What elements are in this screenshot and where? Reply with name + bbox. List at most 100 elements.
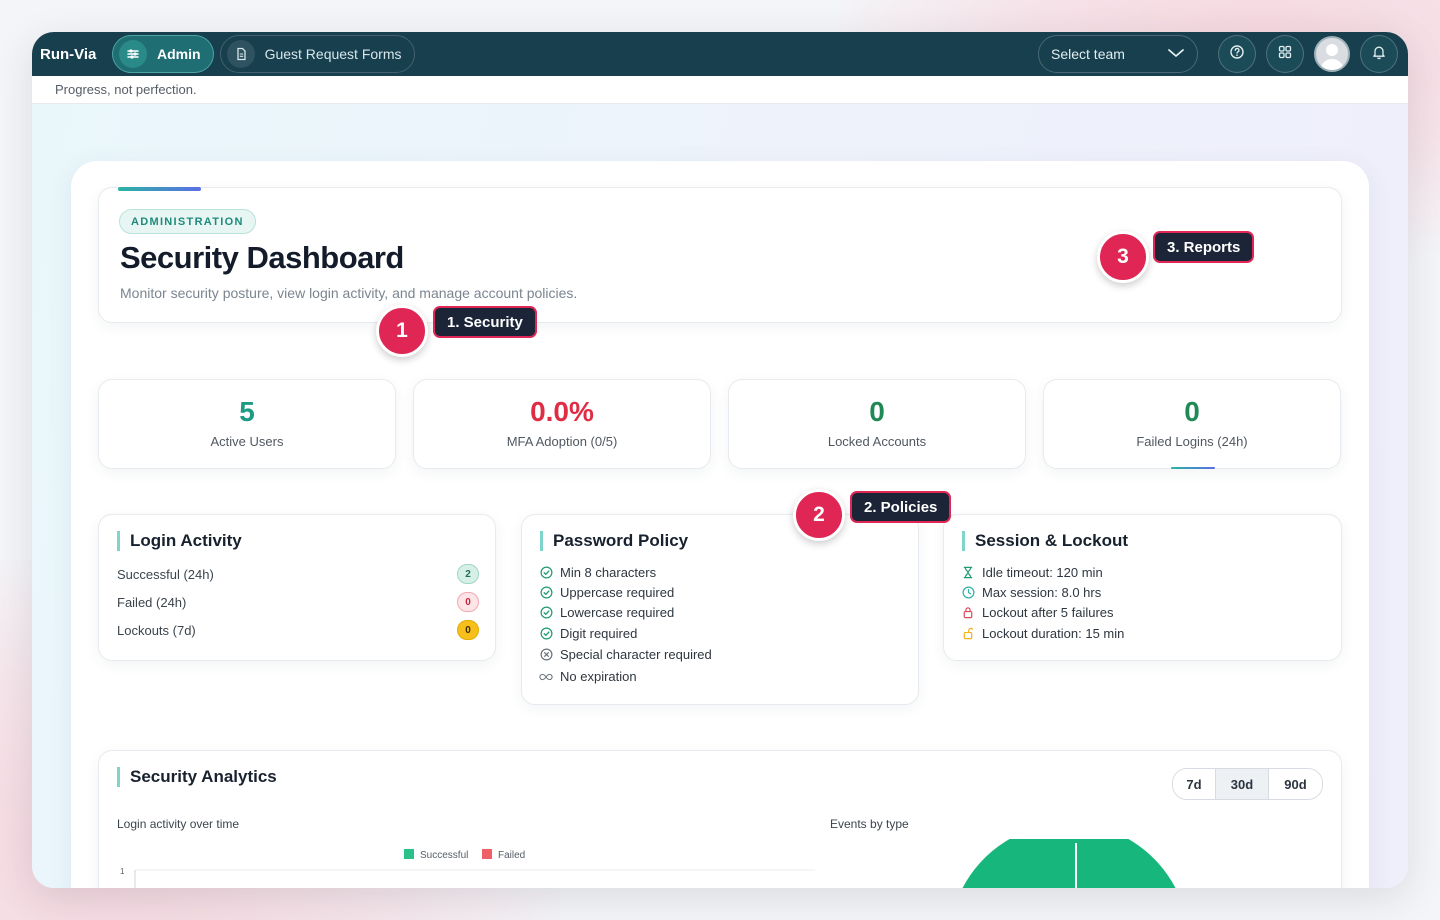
nav-item-label: Admin [157, 46, 201, 62]
stat-card-locked-accounts[interactable]: 0 Locked Accounts [728, 379, 1026, 469]
lock-icon [961, 606, 975, 620]
nav-item-label: Guest Request Forms [264, 46, 402, 62]
login-activity-card: Login Activity Successful (24h) 2 Failed… [98, 514, 496, 661]
bell-icon [1371, 44, 1387, 65]
chart-legend: Successful Failed [404, 849, 525, 861]
session-item-label: Idle timeout: 120 min [982, 565, 1103, 580]
card-title: Session & Lockout [962, 531, 1128, 551]
session-item: Idle timeout: 120 min [961, 565, 1103, 580]
apps-button[interactable] [1266, 35, 1304, 73]
stat-label: Failed Logins (24h) [1136, 434, 1248, 449]
session-item: Max session: 8.0 hrs [961, 585, 1101, 600]
policy-item: Uppercase required [539, 585, 674, 600]
legend-label-successful: Successful [420, 850, 468, 861]
row-label: Failed (24h) [117, 594, 187, 610]
policy-item-label: Special character required [560, 647, 712, 662]
section-badge: ADMINISTRATION [119, 209, 256, 234]
check-circle-icon [539, 586, 553, 600]
policy-item: Min 8 characters [539, 565, 656, 580]
policy-item-label: No expiration [560, 669, 637, 684]
policy-item: Special character required [539, 647, 712, 662]
callout-marker-2: 2 [793, 489, 845, 541]
notifications-button[interactable] [1360, 35, 1398, 73]
stat-value: 0 [869, 396, 885, 427]
policy-item-label: Min 8 characters [560, 565, 657, 580]
session-lockout-card: Session & Lockout Idle timeout: 120 min … [943, 514, 1342, 661]
team-select[interactable]: Select team [1038, 35, 1198, 73]
range-90d-button[interactable]: 90d [1269, 769, 1322, 799]
app-window: Run-Via Admin Guest Request Forms Select… [32, 32, 1408, 888]
page-title: Security Dashboard [120, 240, 404, 275]
hourglass-icon [961, 566, 975, 580]
policy-item-label: Lowercase required [560, 605, 675, 620]
apps-grid-icon [1277, 44, 1293, 65]
nav-item-admin[interactable]: Admin [112, 35, 214, 73]
infinity-icon [539, 670, 553, 684]
header-accent-bar [118, 187, 201, 191]
clock-icon [961, 586, 975, 600]
login-row-failed: Failed (24h) 0 [117, 592, 479, 612]
callout-label-security: 1. Security [433, 306, 537, 338]
session-item: Lockout duration: 15 min [961, 626, 1124, 641]
login-activity-chart: Successful Failed 1 [120, 849, 815, 888]
policy-item: No expiration [539, 669, 637, 684]
tagline-bar: Progress, not perfection. [32, 76, 1408, 104]
nav-item-guest-request-forms[interactable]: Guest Request Forms [219, 35, 415, 73]
stat-card-failed-logins[interactable]: 0 Failed Logins (24h) [1043, 379, 1341, 469]
pie-chart-title: Events by type [830, 817, 909, 831]
avatar[interactable] [1314, 36, 1350, 72]
session-item-label: Lockout duration: 15 min [982, 626, 1125, 641]
range-30d-button[interactable]: 30d [1216, 769, 1269, 799]
line-chart-title: Login activity over time [117, 817, 240, 831]
range-7d-button[interactable]: 7d [1173, 769, 1216, 799]
callout-marker-1: 1 [376, 305, 428, 357]
help-icon [1229, 44, 1245, 65]
top-nav: Run-Via Admin Guest Request Forms Select… [32, 32, 1408, 76]
stat-card-mfa-adoption[interactable]: 0.0% MFA Adoption (0/5) [413, 379, 711, 469]
active-indicator [1171, 467, 1215, 469]
callout-label-policies: 2. Policies [850, 491, 952, 523]
count-badge: 0 [457, 620, 479, 640]
page-header: ADMINISTRATION Security Dashboard Monito… [98, 187, 1342, 323]
help-button[interactable] [1218, 35, 1256, 73]
stat-value: 0 [1184, 396, 1200, 427]
events-by-type-chart [962, 839, 1176, 888]
password-policy-card: Password Policy Min 8 characters Upperca… [521, 514, 919, 705]
legend-label-failed: Failed [498, 850, 525, 861]
range-toggle: 7d 30d 90d [1172, 768, 1323, 800]
page-subtitle: Monitor security posture, view login act… [120, 285, 578, 301]
login-row-successful: Successful (24h) 2 [117, 564, 479, 584]
stat-card-active-users[interactable]: 5 Active Users [98, 379, 396, 469]
check-circle-icon [539, 566, 553, 580]
row-label: Lockouts (7d) [117, 622, 196, 638]
legend-swatch-successful [404, 849, 414, 859]
stat-label: Locked Accounts [827, 434, 927, 449]
count-badge: 0 [457, 592, 479, 612]
policy-item: Lowercase required [539, 605, 674, 620]
y-tick-label: 1 [120, 867, 125, 876]
policy-item-label: Uppercase required [560, 585, 675, 600]
card-title: Security Analytics [117, 767, 277, 787]
legend-swatch-failed [482, 849, 492, 859]
sliders-icon [119, 40, 147, 68]
nav-actions: Select team [1038, 35, 1398, 73]
count-badge: 2 [457, 564, 479, 584]
session-item: Lockout after 5 failures [961, 605, 1114, 620]
security-analytics-card: Security Analytics 7d 30d 90d Login acti… [98, 750, 1342, 888]
policy-item-label: Digit required [560, 626, 638, 641]
check-circle-icon [539, 627, 553, 641]
stat-label: Active Users [210, 434, 284, 449]
stat-label: MFA Adoption (0/5) [506, 434, 618, 449]
session-item-label: Max session: 8.0 hrs [982, 585, 1102, 600]
x-circle-icon [539, 648, 553, 662]
session-item-label: Lockout after 5 failures [982, 605, 1114, 620]
callout-marker-3: 3 [1097, 231, 1149, 283]
brand-logo[interactable]: Run-Via [40, 45, 97, 63]
login-row-lockouts: Lockouts (7d) 0 [117, 620, 479, 640]
row-label: Successful (24h) [117, 566, 214, 582]
card-title: Login Activity [117, 531, 242, 551]
stat-value: 0.0% [530, 396, 594, 427]
callout-label-reports: 3. Reports [1153, 231, 1255, 263]
policy-item: Digit required [539, 626, 637, 641]
unlock-icon [961, 627, 975, 641]
